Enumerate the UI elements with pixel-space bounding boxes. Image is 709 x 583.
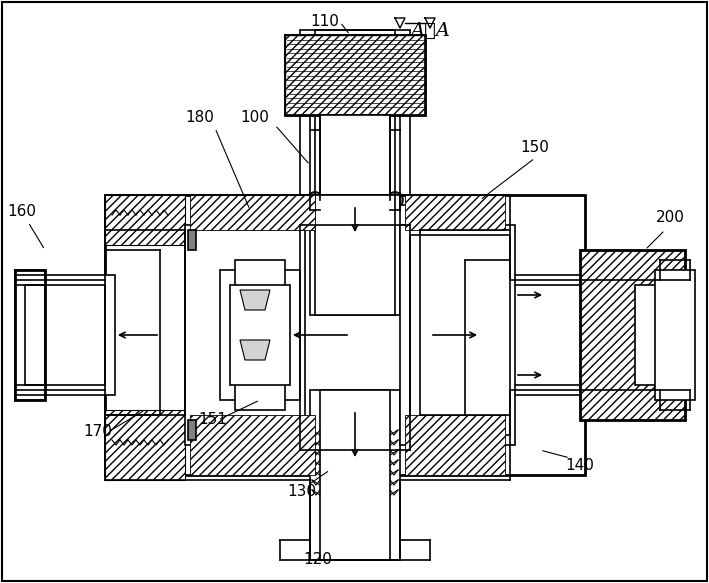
Text: 180: 180 — [186, 111, 214, 125]
Bar — [15, 285, 45, 385]
Bar — [510, 275, 690, 395]
Bar — [285, 35, 425, 115]
Bar — [410, 235, 510, 435]
Text: 110: 110 — [311, 15, 340, 30]
Bar — [310, 390, 400, 560]
Bar — [315, 30, 395, 205]
Text: 170: 170 — [84, 424, 113, 440]
Bar — [105, 410, 185, 480]
Circle shape — [307, 192, 323, 208]
Text: 120: 120 — [303, 553, 333, 567]
Bar — [230, 285, 290, 385]
Bar — [510, 285, 690, 385]
Text: 160: 160 — [8, 205, 36, 220]
Bar — [405, 195, 505, 230]
Bar — [320, 115, 390, 195]
Text: 200: 200 — [656, 210, 684, 226]
Text: 151: 151 — [199, 413, 228, 427]
Bar — [185, 225, 305, 445]
Bar — [15, 275, 115, 395]
Bar — [25, 285, 105, 385]
Bar — [188, 420, 196, 440]
Bar — [400, 225, 515, 445]
Bar — [310, 195, 400, 315]
Bar — [220, 270, 300, 400]
Bar — [655, 270, 695, 400]
Polygon shape — [240, 340, 270, 360]
Bar — [320, 390, 390, 560]
Text: A－A: A－A — [410, 22, 450, 40]
Bar — [190, 195, 315, 230]
Bar — [188, 230, 196, 250]
Bar — [105, 195, 185, 245]
Text: 140: 140 — [566, 458, 594, 472]
Text: 100: 100 — [240, 111, 269, 125]
Bar — [315, 195, 395, 315]
Bar — [190, 415, 315, 475]
Bar — [105, 195, 585, 475]
Bar — [15, 270, 45, 400]
Circle shape — [387, 192, 403, 208]
Text: 130: 130 — [288, 484, 316, 500]
Bar — [300, 30, 410, 205]
Bar — [635, 285, 690, 385]
Bar — [235, 260, 285, 410]
Polygon shape — [240, 290, 270, 310]
Bar — [405, 415, 505, 475]
Text: 150: 150 — [520, 141, 549, 156]
Bar — [580, 250, 685, 420]
Bar — [285, 35, 425, 115]
Bar — [580, 250, 685, 420]
